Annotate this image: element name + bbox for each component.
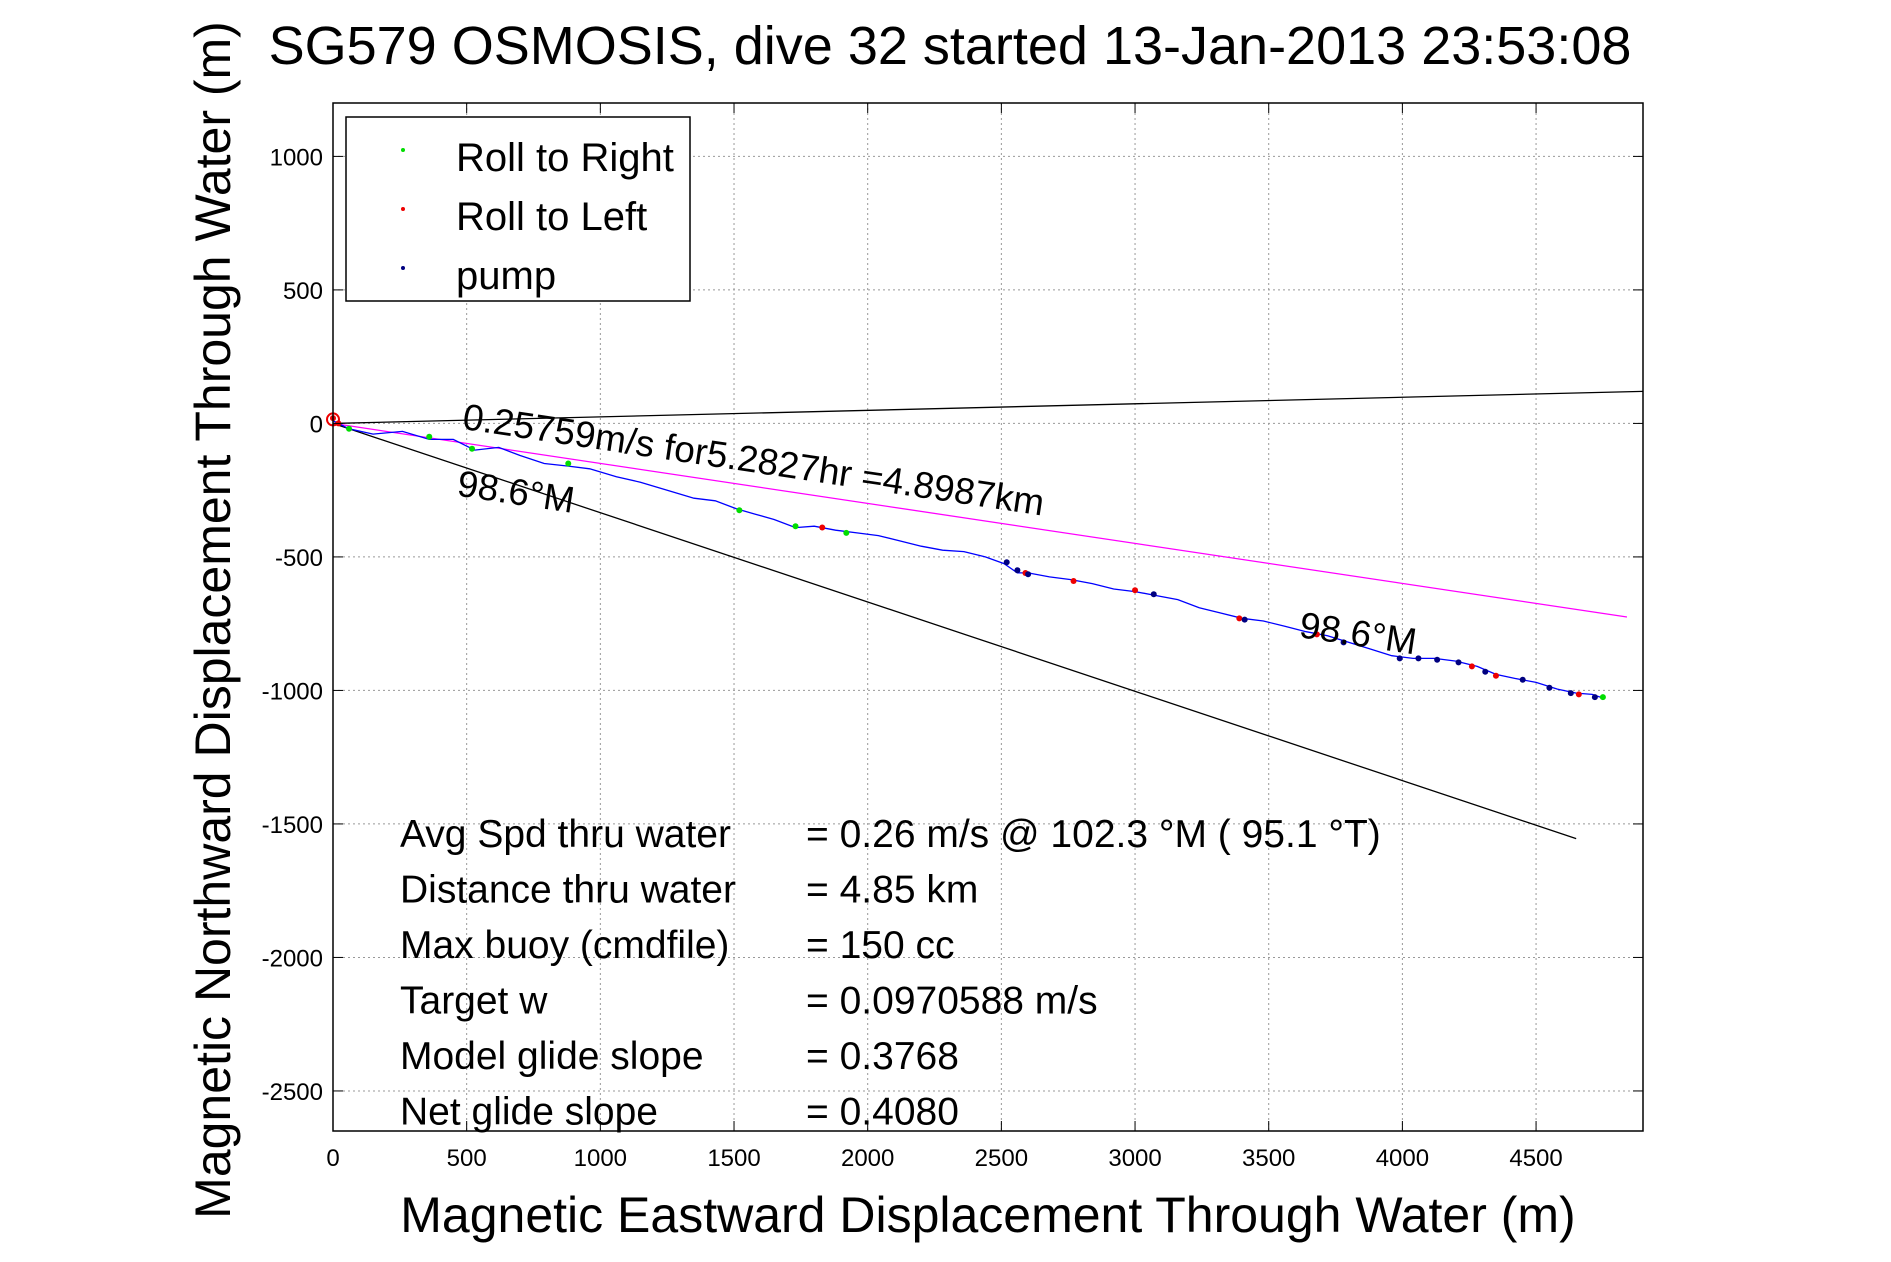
pump-marker xyxy=(1434,656,1441,663)
legend-label-pump: pump xyxy=(456,254,556,298)
legend-label-roll-right: Roll to Right xyxy=(456,136,674,180)
legend-marker-roll-left xyxy=(401,207,405,211)
legend-marker-roll-right xyxy=(401,148,405,152)
stat-label: Target w xyxy=(400,980,548,1023)
x-tick-label: 4500 xyxy=(1509,1145,1562,1172)
roll-left-marker xyxy=(1313,631,1320,638)
roll-left-marker xyxy=(1132,587,1139,594)
roll-left-marker xyxy=(1492,672,1499,679)
stat-value: = 0.3768 xyxy=(806,1035,959,1078)
roll-right-marker xyxy=(469,445,476,452)
x-tick-label: 0 xyxy=(326,1145,339,1172)
roll-right-marker xyxy=(565,460,572,467)
y-axis-title: Magnetic Northward Displacement Through … xyxy=(185,21,241,1219)
stat-label: Avg Spd thru water xyxy=(400,813,731,856)
reference-lines xyxy=(332,390,1644,840)
roll-right-marker xyxy=(792,523,799,530)
y-tick-label: -1000 xyxy=(262,678,323,705)
roll-right-marker xyxy=(736,507,743,514)
pump-marker xyxy=(1519,676,1526,683)
x-tick-label: 500 xyxy=(447,1145,487,1172)
grid xyxy=(332,103,1643,1131)
roll-left-marker xyxy=(819,524,826,531)
pump-marker xyxy=(1025,571,1032,578)
roll-right-marker xyxy=(426,433,433,440)
y-tick-label: 0 xyxy=(310,411,323,438)
x-tick-label: 1500 xyxy=(707,1145,760,1172)
reference-line xyxy=(332,422,1577,840)
pump-marker xyxy=(1014,567,1021,574)
pump-marker xyxy=(1455,659,1462,666)
pump-marker xyxy=(1396,655,1403,662)
y-tick-label: -1500 xyxy=(262,812,323,839)
stat-label: Distance thru water xyxy=(400,869,736,912)
roll-right-marker xyxy=(843,529,850,536)
pump-marker xyxy=(1482,668,1489,675)
roll-left-marker xyxy=(1575,691,1582,698)
stat-label: Max buoy (cmdfile) xyxy=(400,924,729,967)
plot-frame xyxy=(332,102,1644,1132)
roll-left-marker xyxy=(1070,577,1077,584)
roll-right-marker xyxy=(1599,694,1606,701)
roll-left-marker xyxy=(1468,663,1475,670)
x-tick-label: 4000 xyxy=(1376,1145,1429,1172)
stat-value: = 0.4080 xyxy=(806,1091,959,1134)
pump-marker xyxy=(1567,690,1574,697)
axis-ticks: 0 500 1000 1500 2000 2500 3000 3500 4000 4500 -250… xyxy=(262,103,1643,1172)
x-tick-label: 2000 xyxy=(841,1145,894,1172)
reference-line xyxy=(332,390,1644,425)
legend: Roll to Right Roll to Left pump xyxy=(345,116,691,302)
stat-label: Net glide slope xyxy=(400,1091,658,1134)
reference-line xyxy=(332,422,1628,618)
pump-marker xyxy=(1591,694,1598,701)
pump-marker xyxy=(1340,639,1347,646)
pump-marker xyxy=(1241,616,1248,623)
y-tick-label: 500 xyxy=(283,278,323,305)
legend-marker-pump xyxy=(401,266,405,270)
y-tick-label: -500 xyxy=(275,545,323,572)
stat-label: Model glide slope xyxy=(400,1035,704,1078)
x-tick-label: 3500 xyxy=(1242,1145,1295,1172)
x-tick-label: 1000 xyxy=(574,1145,627,1172)
y-tick-label: 1000 xyxy=(270,144,323,171)
track-markers xyxy=(326,412,1606,701)
dive-statistics: Avg Spd thru water = 0.26 m/s @ 102.3 °M … xyxy=(400,813,1381,1134)
roll-left-marker xyxy=(1236,615,1243,622)
stat-value: = 0.0970588 m/s xyxy=(806,980,1098,1023)
pump-marker xyxy=(1150,591,1157,598)
x-tick-label: 2500 xyxy=(975,1145,1028,1172)
legend-label-roll-left: Roll to Left xyxy=(456,195,647,239)
pump-marker xyxy=(1003,559,1010,566)
roll-right-marker xyxy=(346,425,353,432)
x-axis-title: Magnetic Eastward Displacement Through W… xyxy=(400,1187,1575,1243)
stat-value: = 150 cc xyxy=(806,924,955,967)
pump-marker xyxy=(1415,655,1422,662)
pump-marker xyxy=(1546,684,1553,691)
stat-value: = 0.26 m/s @ 102.3 °M ( 95.1 °T) xyxy=(806,813,1381,856)
chart-title: SG579 OSMOSIS, dive 32 started 13-Jan-20… xyxy=(269,16,1632,76)
stat-value: = 4.85 km xyxy=(806,869,978,912)
x-tick-label: 3000 xyxy=(1108,1145,1161,1172)
y-tick-label: -2500 xyxy=(262,1079,323,1106)
y-tick-label: -2000 xyxy=(262,945,323,972)
